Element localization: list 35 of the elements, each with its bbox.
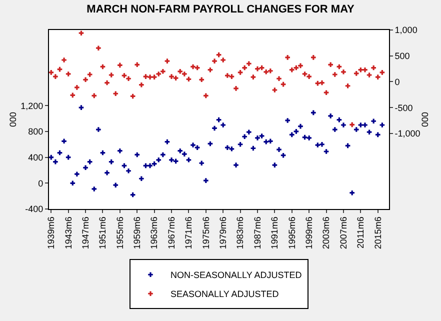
chart-title: MARCH NON-FARM PAYROLL CHANGES FOR MAY bbox=[86, 4, 355, 16]
y2-tick-label: -1,000 bbox=[394, 128, 420, 139]
y-axis-title: 000 bbox=[8, 112, 18, 128]
y-tick-label: 800 bbox=[28, 126, 44, 137]
x-tick-label: 2007m6 bbox=[338, 216, 348, 250]
x-tick-label: 1971m6 bbox=[184, 216, 194, 250]
x-tick-label: 1955m6 bbox=[114, 216, 125, 250]
x-tick-label: 1975m6 bbox=[200, 216, 211, 250]
x-tick-label: 1999m6 bbox=[304, 216, 314, 250]
x-tick-label: 1991m6 bbox=[270, 216, 280, 250]
x-tick-label: 1987m6 bbox=[252, 216, 262, 250]
y-tick-label: 1,200 bbox=[20, 100, 44, 111]
x-tick-label: 2011m6 bbox=[356, 216, 366, 248]
x-tick-label: 1947m6 bbox=[80, 216, 90, 250]
y2-axis-title: 000 bbox=[420, 112, 430, 128]
y2-tick-label: -500 bbox=[394, 102, 413, 113]
x-tick-label: 1943m6 bbox=[63, 216, 74, 250]
y-tick-label: -400 bbox=[25, 204, 44, 214]
x-tick-label: 1951m6 bbox=[98, 216, 108, 250]
y2-tick-label: 0 bbox=[394, 76, 400, 87]
y2-tick-label: 1,000 bbox=[394, 25, 418, 36]
y-tick-label: 0 bbox=[38, 178, 44, 188]
x-tick-label: 1939m6 bbox=[46, 216, 56, 250]
legend-label: SEASONALLY ADJUSTED bbox=[170, 289, 280, 300]
x-tick-label: 1959m6 bbox=[132, 216, 142, 250]
x-tick-label: 1995m6 bbox=[286, 216, 297, 250]
x-tick-label: 1967m6 bbox=[166, 216, 176, 250]
x-tick-label: 1983m6 bbox=[235, 216, 246, 250]
legend-label: NON-SEASONALLY ADJUSTED bbox=[170, 270, 302, 280]
x-tick-label: 1979m6 bbox=[218, 216, 228, 250]
y2-tick-label: 500 bbox=[394, 51, 410, 62]
y-tick-label: 400 bbox=[28, 152, 44, 162]
x-tick-label: 2015m6 bbox=[372, 216, 383, 250]
x-tick-label: 1963m6 bbox=[149, 216, 160, 250]
x-tick-label: 2003m6 bbox=[321, 216, 332, 250]
